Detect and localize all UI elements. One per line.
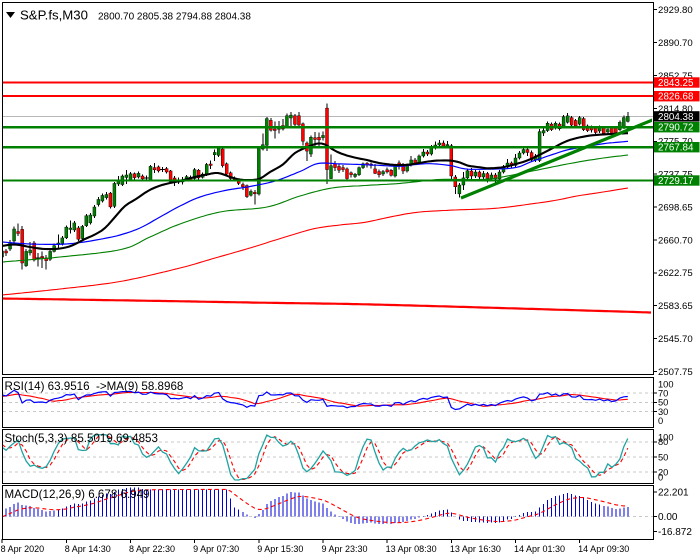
svg-text:2852.75: 2852.75 (658, 71, 693, 82)
svg-text:50: 50 (658, 452, 668, 462)
svg-text:8 Apr 22:30: 8 Apr 22:30 (129, 544, 175, 554)
svg-text:8 Apr 14:30: 8 Apr 14:30 (65, 544, 111, 554)
svg-text:9 Apr 15:30: 9 Apr 15:30 (257, 544, 303, 554)
svg-text:2545.70: 2545.70 (658, 334, 693, 345)
svg-text:9 Apr 23:30: 9 Apr 23:30 (321, 544, 367, 554)
svg-text:Stoch(5,3,3) 85.5019 69.4853: Stoch(5,3,3) 85.5019 69.4853 (5, 432, 158, 445)
svg-text:2826.68: 2826.68 (658, 92, 694, 103)
svg-text:2622.75: 2622.75 (658, 268, 693, 279)
svg-text:2660.70: 2660.70 (658, 235, 693, 246)
svg-text:MACD(12,26,9) 6.678 6.949: MACD(12,26,9) 6.678 6.949 (5, 488, 150, 501)
svg-text:13 Apr 08:30: 13 Apr 08:30 (386, 544, 437, 554)
svg-text:2814.80: 2814.80 (658, 104, 693, 115)
svg-text:70: 70 (658, 388, 668, 398)
svg-text:2737.75: 2737.75 (658, 170, 693, 181)
svg-text:50: 50 (658, 398, 668, 408)
svg-text:2804.38: 2804.38 (658, 112, 694, 123)
svg-text:8 Apr 2020: 8 Apr 2020 (1, 544, 45, 554)
svg-text:0.00: 0.00 (658, 512, 678, 523)
svg-text:S&P.fs,M30: S&P.fs,M30 (20, 8, 88, 23)
svg-text:2767.84: 2767.84 (658, 143, 694, 154)
svg-text:2890.70: 2890.70 (658, 38, 693, 49)
svg-text:2800.70 2805.38 2794.88 2804.3: 2800.70 2805.38 2794.88 2804.38 (98, 12, 251, 23)
svg-text:2843.25: 2843.25 (658, 78, 694, 89)
svg-text:2729.17: 2729.17 (658, 176, 693, 187)
svg-text:2507.75: 2507.75 (658, 367, 693, 378)
svg-text:RSI(14) 63.9516 ->MA(9) 58.89: RSI(14) 63.9516 ->MA(9) 58.8968 (5, 380, 184, 393)
svg-text:22.201: 22.201 (658, 488, 689, 499)
svg-text:100: 100 (658, 379, 674, 389)
svg-text:14 Apr 01:30: 14 Apr 01:30 (514, 544, 565, 554)
svg-text:30: 30 (658, 407, 668, 417)
svg-text:13 Apr 16:30: 13 Apr 16:30 (450, 544, 501, 554)
svg-text:0: 0 (658, 416, 663, 426)
svg-text:14 Apr 09:30: 14 Apr 09:30 (578, 544, 629, 554)
svg-text:2698.65: 2698.65 (658, 202, 693, 213)
svg-text:2583.65: 2583.65 (658, 301, 693, 312)
svg-text:0: 0 (658, 472, 663, 482)
svg-text:20: 20 (658, 467, 668, 477)
svg-text:2929.80: 2929.80 (658, 5, 693, 16)
svg-text:-16.872: -16.872 (658, 527, 692, 538)
svg-text:80: 80 (658, 437, 668, 447)
svg-text:100: 100 (658, 433, 674, 443)
svg-text:2790.72: 2790.72 (658, 123, 693, 134)
svg-text:9 Apr 07:30: 9 Apr 07:30 (193, 544, 239, 554)
